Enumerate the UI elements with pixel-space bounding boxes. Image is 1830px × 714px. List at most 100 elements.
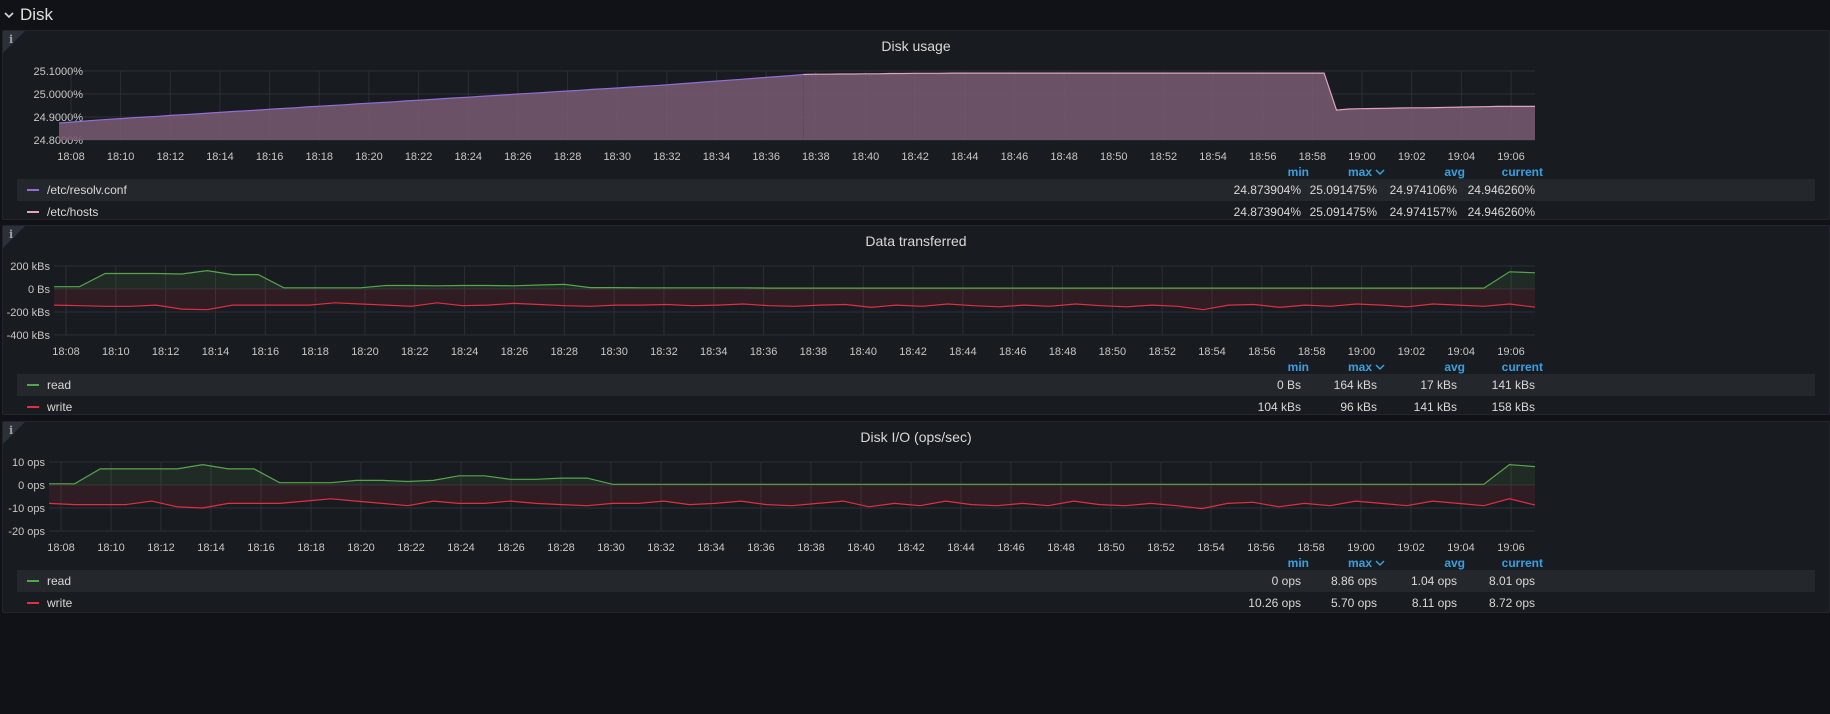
x-tick-label: 19:06 [1497,346,1525,358]
panel-title[interactable]: Data transferred [865,233,967,249]
legend-row[interactable]: read 0 Bs 164 kBs 17 kBs 141 kBs [17,374,1815,396]
y-tick-label: -400 kBs [7,330,51,342]
series-fill-read [54,270,1535,289]
legend-header-label: avg [1444,165,1465,179]
x-tick-label: 18:46 [1001,151,1029,163]
row-header-disk[interactable]: Disk [0,0,1830,30]
legend-header-current[interactable]: current [1502,165,1543,179]
x-tick-label: 18:46 [997,542,1025,554]
x-tick-label: 18:48 [1047,542,1075,554]
x-tick-label: 18:38 [800,346,828,358]
x-tick-label: 18:50 [1097,542,1125,554]
legend-series-name[interactable]: /etc/hosts [47,205,99,219]
legend-row[interactable]: read 0 ops 8.86 ops 1.04 ops 8.01 ops [17,570,1815,592]
series-fill--etc-resolv-conf [59,74,804,140]
legend-value-current: 8.72 ops [1488,596,1535,610]
legend-value-current: 141 kBs [1491,378,1535,392]
legend-row[interactable]: write 10.26 ops 5.70 ops 8.11 ops 8.72 ops [17,592,1815,612]
legend-header-min[interactable]: min [1288,165,1309,179]
legend-header-current[interactable]: current [1502,360,1543,374]
legend-value-min: 0 Bs [1276,378,1301,392]
y-tick-label: 0 ops [18,480,45,492]
legend-series-name[interactable]: read [47,574,72,588]
legend-color-swatch[interactable] [27,580,39,582]
legend-row[interactable]: /etc/resolv.conf 24.873904% 25.091475% 24.9… [17,179,1815,201]
x-tick-label: 18:34 [697,542,725,554]
x-tick-label: 18:40 [852,151,880,163]
legend-header-min[interactable]: min [1288,360,1309,374]
series-line-read [54,269,1536,289]
panel-data-transferred[interactable]: i Data transferred 200 kBs 0 Bs -200 kBs -400… [2,225,1830,415]
legend-color-swatch[interactable] [27,384,39,386]
panel-title[interactable]: Disk usage [881,38,951,54]
legend-header-max[interactable]: max [1348,556,1385,570]
x-tick-label: 18:46 [999,346,1027,358]
legend-color-swatch[interactable] [27,602,39,604]
legend-series-name[interactable]: write [47,400,73,414]
panel-info-corner[interactable] [3,226,25,248]
y-tick-label: -10 ops [8,503,45,515]
legend-series-name[interactable]: /etc/resolv.conf [47,183,127,197]
legend-value-current: 24.946260% [1467,183,1535,197]
series-line--etc-hosts [803,72,1535,111]
legend-header-label: current [1501,165,1543,179]
info-icon[interactable]: i [9,33,14,46]
x-tick-label: 18:22 [397,542,425,554]
legend-row[interactable]: write 104 kBs 96 kBs 141 kBs 158 kBs [17,396,1815,414]
series-fill--etc-hosts [803,73,1535,140]
x-tick-label: 19:02 [1398,346,1426,358]
sort-chevron-down-icon[interactable] [1375,559,1385,567]
legend-color-swatch[interactable] [27,211,39,213]
legend-color-swatch[interactable] [27,406,39,408]
x-tick-label: 19:02 [1398,151,1426,163]
x-tick-label: 18:58 [1298,346,1326,358]
series-line-read [49,463,1536,485]
legend-header-max[interactable]: max [1348,165,1385,179]
x-tick-label: 18:38 [797,542,825,554]
sort-chevron-down-icon[interactable] [1375,168,1385,176]
x-tick-label: 19:00 [1347,542,1375,554]
legend-row[interactable]: /etc/hosts 24.873904% 25.091475% 24.974157%… [17,201,1815,219]
legend-value-max: 5.70 ops [1330,596,1377,610]
sort-chevron-down-icon[interactable] [1375,363,1385,371]
legend-value-current: 8.01 ops [1488,574,1535,588]
x-tick-label: 19:06 [1497,542,1525,554]
panel-title[interactable]: Disk I/O (ops/sec) [860,429,972,445]
x-tick-label: 18:26 [504,151,532,163]
legend-color-swatch[interactable] [27,189,39,191]
panel-disk-io[interactable]: i Disk I/O (ops/sec) 10 ops 0 ops -10 ops -20… [2,421,1830,613]
series-line-write [48,498,1536,510]
info-icon[interactable]: i [9,424,14,437]
legend-header-avg[interactable]: avg [1444,556,1465,570]
chevron-down-icon[interactable] [4,10,14,20]
x-tick-label: 18:44 [949,346,977,358]
legend-series-name[interactable]: read [47,378,72,392]
legend-series-name[interactable]: write [47,596,73,610]
legend-value-min: 24.873904% [1233,183,1301,197]
x-tick-label: 18:28 [551,346,579,358]
legend-header: min max avg current [3,360,1815,376]
legend-header-min[interactable]: min [1288,556,1309,570]
x-tick-label: 18:48 [1049,346,1077,358]
panel-info-corner[interactable] [3,31,25,53]
panel-disk-usage[interactable]: i Disk usage 25.1000% 25.0000% 24.9000% 24.80… [2,30,1830,220]
legend-header-avg[interactable]: avg [1444,165,1465,179]
legend-header-max[interactable]: max [1348,360,1385,374]
y-tick-label: 25.0000% [33,89,83,101]
x-tick-label: 19:00 [1348,151,1376,163]
x-tick-label: 18:36 [752,151,780,163]
series-fill-read [49,464,1535,485]
legend-header-avg[interactable]: avg [1444,360,1465,374]
x-tick-label: 18:14 [206,151,234,163]
legend-value-max: 96 kBs [1340,400,1377,414]
info-icon[interactable]: i [9,228,14,241]
graph-canvas[interactable]: 25.1000%25.0000%24.9000%24.8000%18:08 18:… [3,31,1829,219]
y-tick-label: -20 ops [8,526,45,538]
x-tick-label: 18:52 [1148,346,1176,358]
x-tick-label: 18:20 [351,346,379,358]
legend-header-current[interactable]: current [1502,556,1543,570]
panel-info-corner[interactable] [3,422,25,444]
legend-header-label: min [1287,360,1309,374]
